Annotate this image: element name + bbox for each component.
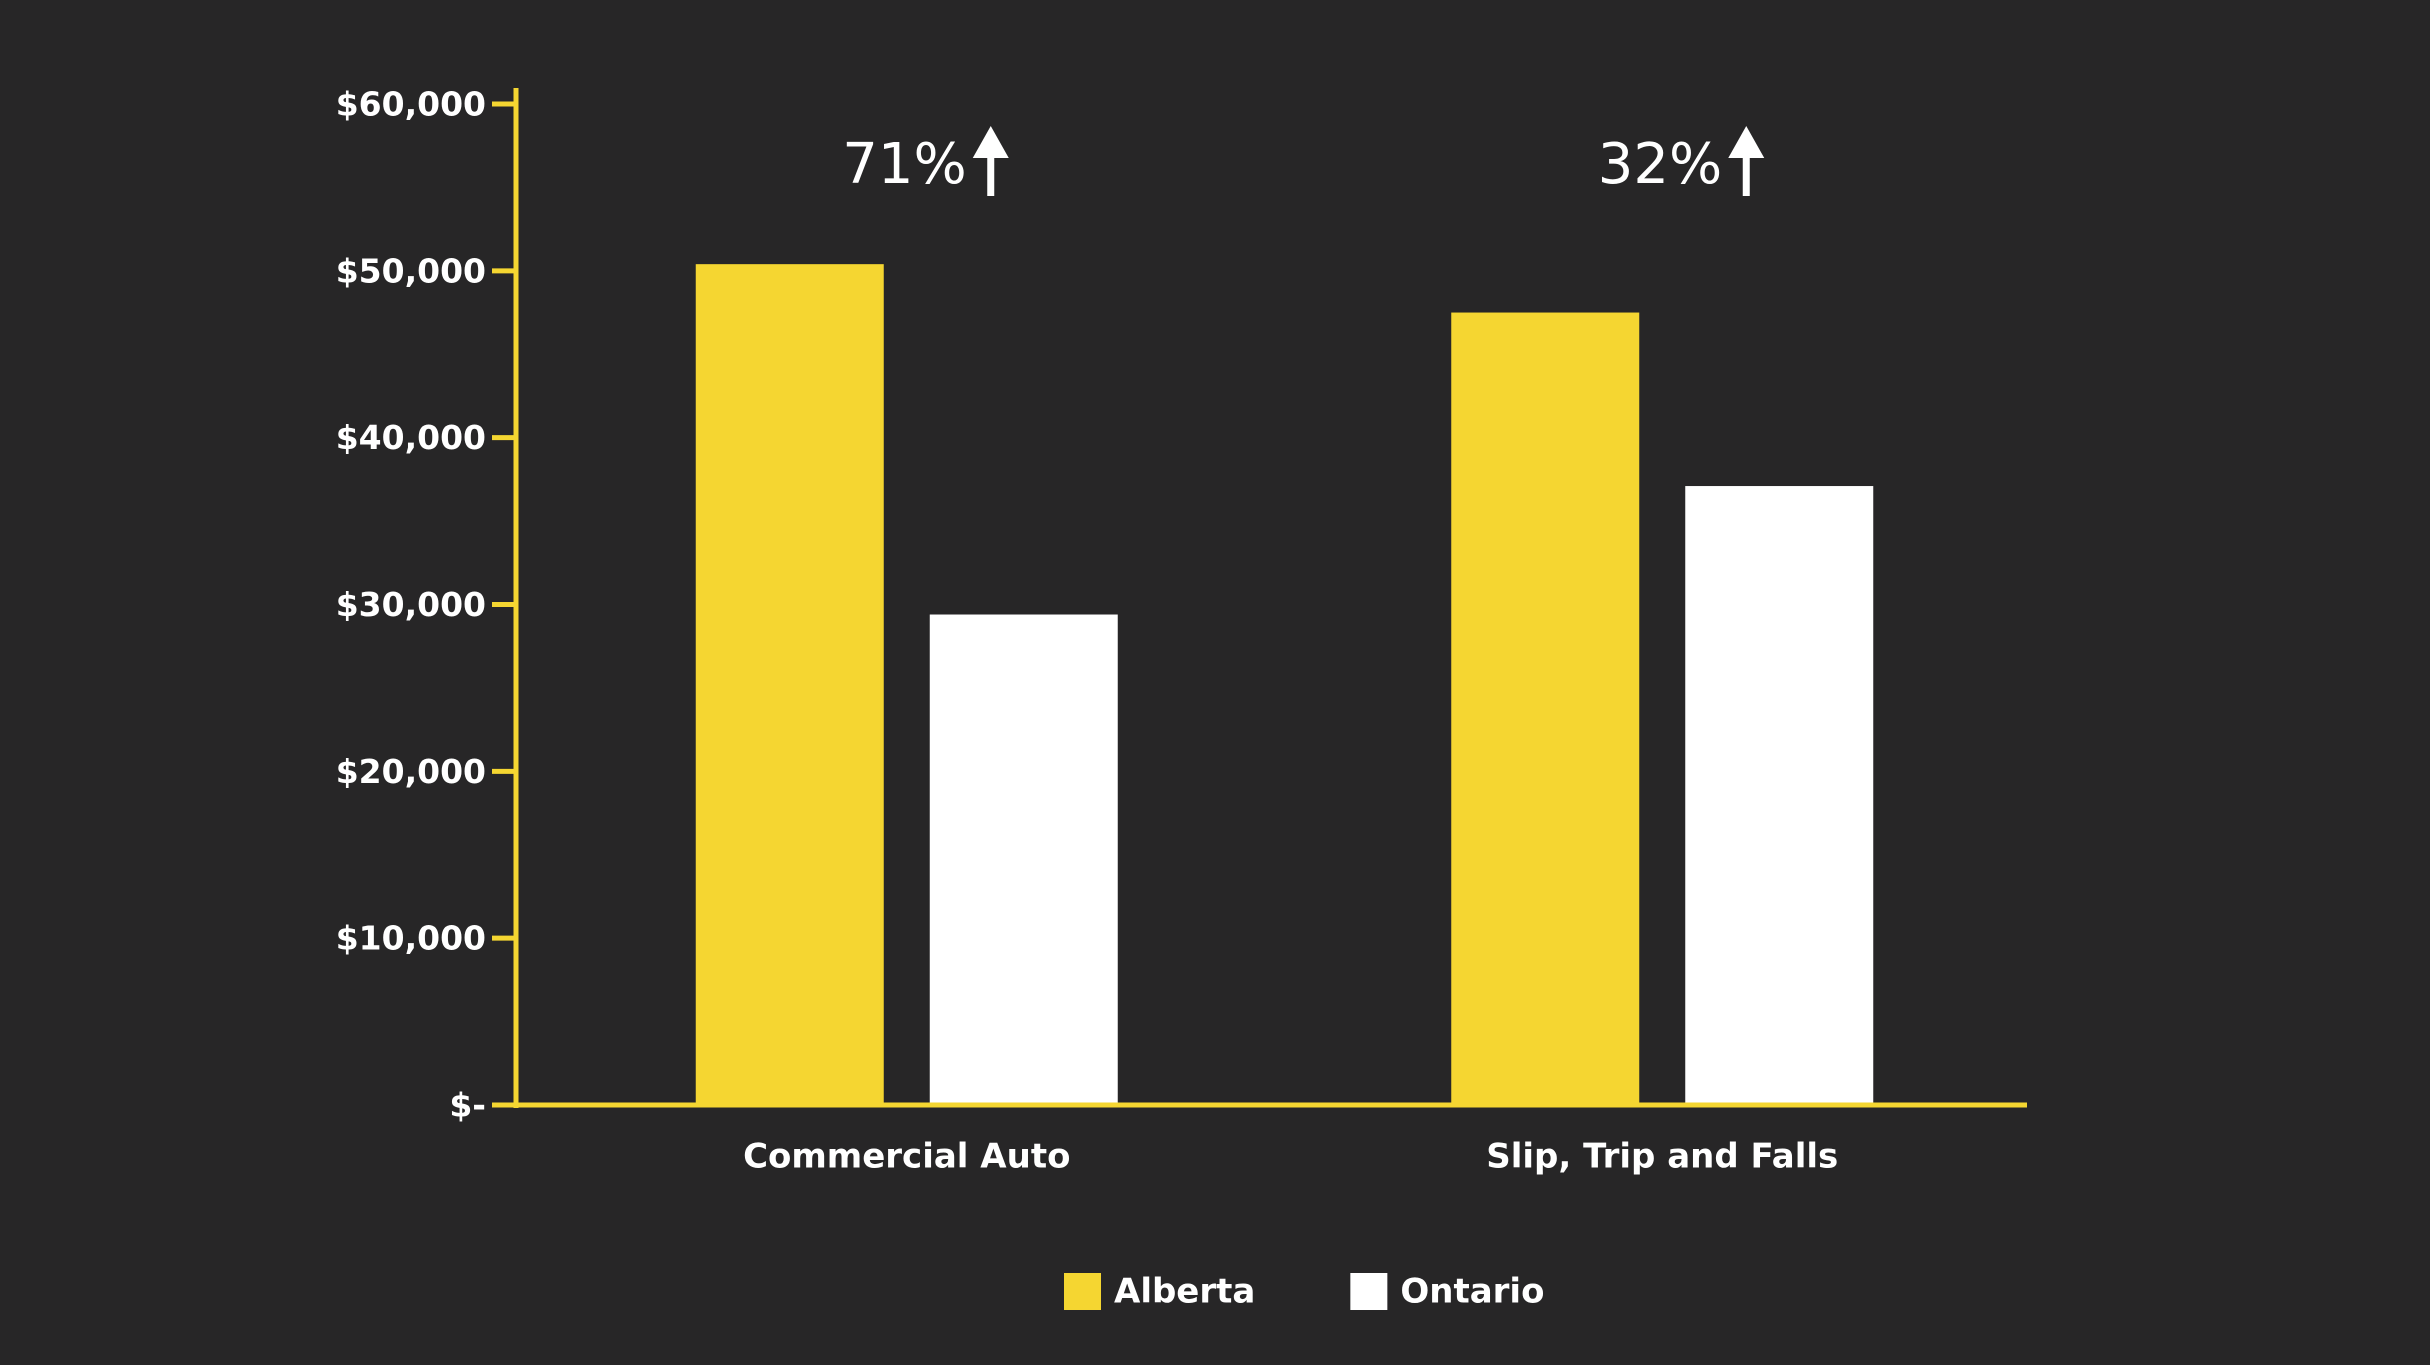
annotation: 71% — [842, 132, 966, 197]
y-tick-label: $- — [449, 1086, 486, 1125]
legend-swatch — [1350, 1273, 1388, 1310]
x-tick-label: Slip, Trip and Falls — [1486, 1137, 1838, 1177]
annotation-arrow-head — [972, 126, 1009, 158]
y-tick-label: $20,000 — [336, 752, 486, 791]
bar — [1451, 312, 1640, 1106]
legend-label: Ontario — [1400, 1272, 1544, 1312]
y-tick-label: $40,000 — [336, 418, 486, 457]
legend-swatch — [1064, 1273, 1101, 1310]
y-tick-label: $60,000 — [336, 85, 486, 124]
y-tick-label: $50,000 — [336, 251, 486, 290]
y-tick-label: $30,000 — [336, 585, 486, 624]
x-tick-label: Commercial Auto — [743, 1137, 1070, 1177]
y-tick-label: $10,000 — [336, 919, 486, 958]
annotation-arrow-head — [1728, 126, 1765, 158]
bar — [695, 264, 884, 1105]
legend-label: Alberta — [1114, 1272, 1255, 1312]
bar — [1685, 486, 1874, 1105]
annotation: 32% — [1598, 132, 1722, 197]
bar — [929, 614, 1118, 1105]
